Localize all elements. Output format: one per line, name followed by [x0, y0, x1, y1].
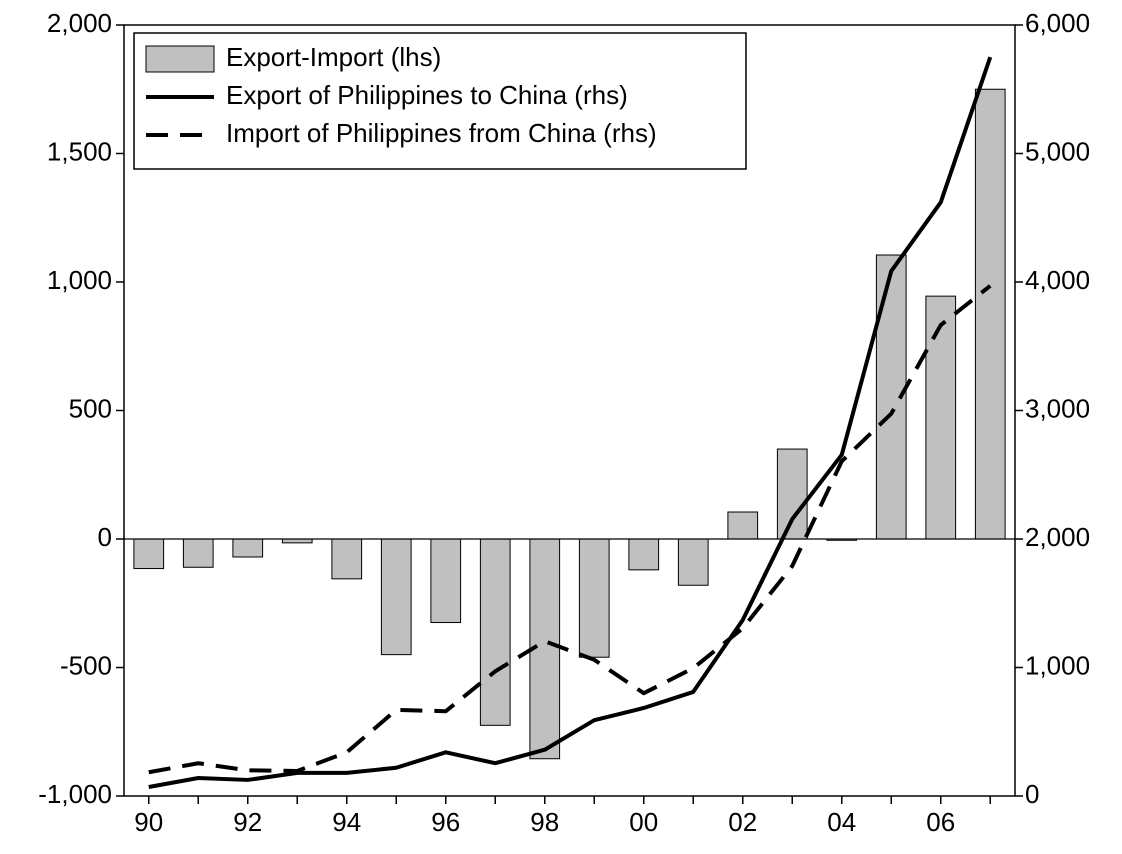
- y-tick-label: 1,000: [47, 265, 112, 295]
- y-tick-label: 2,000: [47, 8, 112, 38]
- bar: [430, 538, 462, 624]
- x-tick-label: 90: [134, 807, 163, 837]
- y2-tick-label: 0: [1025, 779, 1039, 809]
- legend-label: Import of Philippines from China (rhs): [226, 118, 657, 148]
- bar: [925, 295, 957, 540]
- x-tick-label: 96: [431, 807, 460, 837]
- y-tick-label: 1,500: [47, 136, 112, 166]
- x-tick-label: 92: [233, 807, 262, 837]
- y-tick-label: 500: [69, 393, 112, 423]
- bar: [479, 538, 511, 726]
- bar: [677, 538, 709, 586]
- bar: [380, 538, 412, 656]
- x-tick-label: 98: [530, 807, 559, 837]
- bar: [727, 511, 759, 540]
- y-tick-label: -1,000: [38, 779, 112, 809]
- legend-label: Export-Import (lhs): [226, 42, 441, 72]
- bar: [133, 538, 165, 570]
- x-tick-label: 04: [827, 807, 856, 837]
- y2-tick-label: 5,000: [1025, 136, 1090, 166]
- y2-tick-label: 6,000: [1025, 8, 1090, 38]
- y-tick-label: -500: [60, 650, 112, 680]
- line-series: [148, 284, 992, 775]
- y-tick-label: 0: [98, 522, 112, 552]
- x-tick-label: 06: [926, 807, 955, 837]
- legend-box: [133, 32, 747, 170]
- bar: [182, 538, 214, 568]
- bar: [331, 538, 363, 580]
- y2-tick-label: 3,000: [1025, 393, 1090, 423]
- bar: [776, 448, 808, 540]
- y2-tick-label: 1,000: [1025, 650, 1090, 680]
- legend-swatch: [145, 45, 215, 73]
- x-tick-label: 00: [629, 807, 658, 837]
- bar: [232, 538, 264, 558]
- x-tick-label: 02: [728, 807, 757, 837]
- y2-tick-label: 2,000: [1025, 522, 1090, 552]
- x-tick-label: 94: [332, 807, 361, 837]
- bar: [628, 538, 660, 571]
- bar: [578, 538, 610, 658]
- y2-tick-label: 4,000: [1025, 265, 1090, 295]
- legend-label: Export of Philippines to China (rhs): [226, 80, 628, 110]
- bar: [974, 88, 1006, 540]
- line-series: [148, 56, 993, 789]
